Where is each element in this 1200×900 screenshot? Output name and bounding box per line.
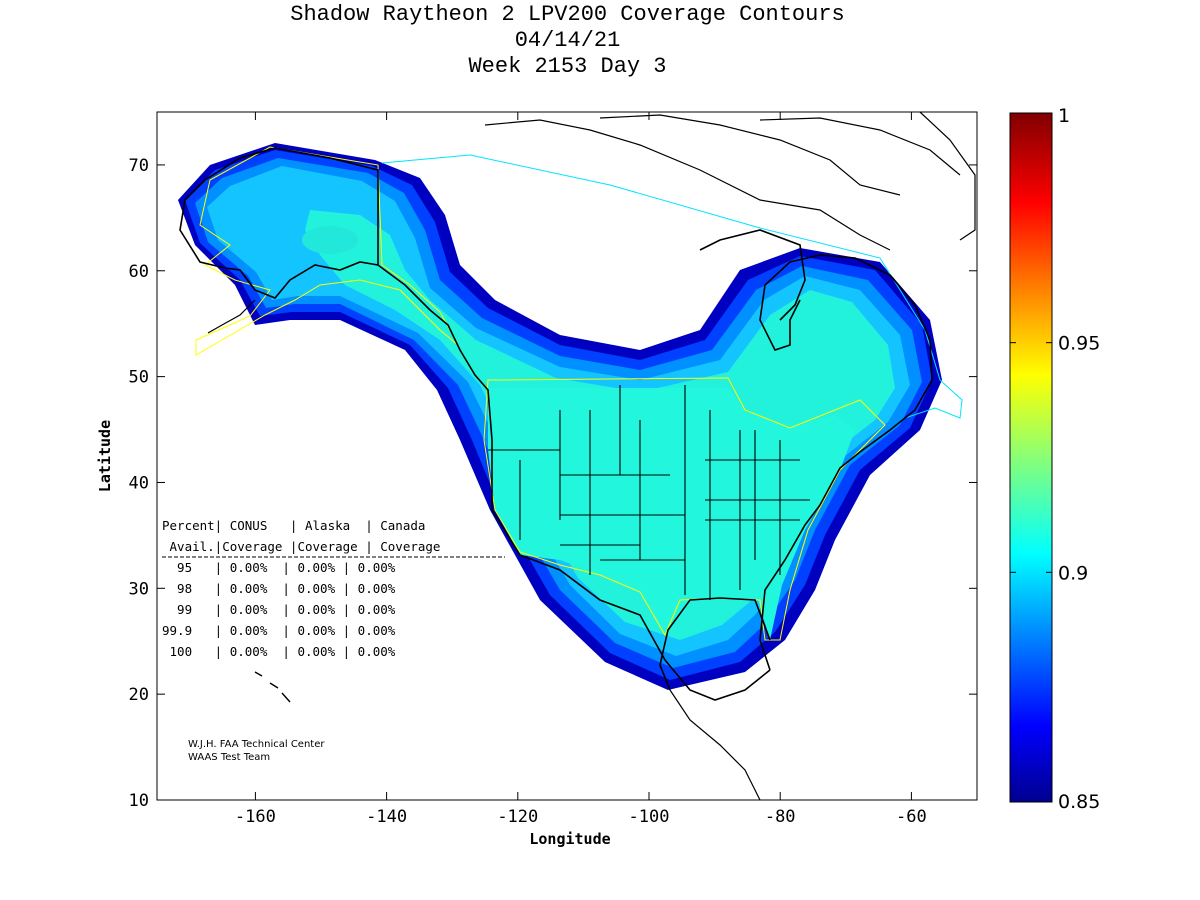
- y-axis-ticks: 10 20 30 40 50 60 70: [129, 156, 977, 811]
- east-coast: [759, 254, 933, 671]
- table-row: 95 | 0.00% | 0.00% | 0.00%: [162, 560, 396, 575]
- x-tick-label: -60: [896, 807, 927, 827]
- alaska-coast: [204, 147, 771, 701]
- x-axis-ticks: -160 -140 -120 -100 -80 -60: [235, 112, 927, 827]
- y-axis-title: Latitude: [96, 420, 114, 492]
- x-tick-label: -100: [629, 807, 670, 827]
- y-tick-label: 50: [129, 368, 149, 388]
- coastlines: [179, 112, 976, 800]
- table-header-1: Percent| CONUS | Alaska | Canada: [162, 518, 425, 533]
- alaska-southwest: [179, 179, 379, 299]
- y-tick-label: 30: [129, 579, 149, 599]
- table-row: 98 | 0.00% | 0.00% | 0.00%: [162, 581, 396, 596]
- colorbar-tick-label: 0.95: [1058, 333, 1100, 355]
- x-tick-label: -120: [497, 807, 538, 827]
- colorbar-tick-label: 1: [1058, 105, 1070, 127]
- y-tick-label: 60: [129, 262, 149, 282]
- colorbar-ticks: 1 0.95 0.9 0.85: [1010, 105, 1100, 813]
- alaska-service-volume: [195, 146, 459, 356]
- x-tick-label: -140: [366, 807, 407, 827]
- y-tick-label: 40: [129, 473, 149, 493]
- conus-region: [488, 388, 855, 640]
- table-row: 100 | 0.00% | 0.00% | 0.00%: [162, 644, 396, 659]
- central-america: [669, 689, 761, 800]
- chart-title-line1: Shadow Raytheon 2 LPV200 Coverage Contou…: [290, 2, 845, 27]
- greenland: [919, 112, 976, 241]
- gulf-coast: [659, 597, 771, 691]
- hawaii: [254, 671, 291, 703]
- coverage-table: Percent| CONUS | Alaska | Canada Avail.|…: [162, 518, 505, 659]
- hudson-bay: [699, 229, 806, 321]
- y-tick-label: 20: [129, 685, 149, 705]
- chart-title-week: Week 2153 Day 3: [468, 54, 667, 79]
- y-tick-label: 10: [129, 791, 149, 811]
- conus-service-volume: [483, 377, 886, 641]
- aleutians: [207, 299, 256, 334]
- coverage-patch-alaska: [302, 226, 358, 254]
- arctic-islands: [484, 114, 961, 251]
- state-boundaries: [488, 385, 810, 600]
- colorbar-tick-label: 0.85: [1058, 791, 1100, 813]
- credit-line-1: W.J.H. FAA Technical Center: [188, 739, 325, 750]
- x-tick-label: -80: [765, 807, 796, 827]
- credit-line-2: WAAS Test Team: [188, 752, 270, 763]
- x-tick-label: -160: [235, 807, 276, 827]
- colorbar: 1 0.95 0.9 0.85: [1009, 105, 1100, 813]
- table-row: 99 | 0.00% | 0.00% | 0.00%: [162, 602, 396, 617]
- colorbar-tick-label: 0.9: [1058, 562, 1088, 584]
- colorbar-gradient: [1009, 112, 1053, 803]
- chart-title-date: 04/14/21: [514, 28, 621, 53]
- plot-frame: [156, 111, 978, 801]
- x-axis-title: Longitude: [529, 830, 610, 848]
- table-row: 99.9 | 0.00% | 0.00% | 0.00%: [162, 623, 396, 638]
- y-tick-label: 70: [129, 156, 149, 176]
- table-header-2: Avail.|Coverage |Coverage | Coverage: [162, 539, 440, 554]
